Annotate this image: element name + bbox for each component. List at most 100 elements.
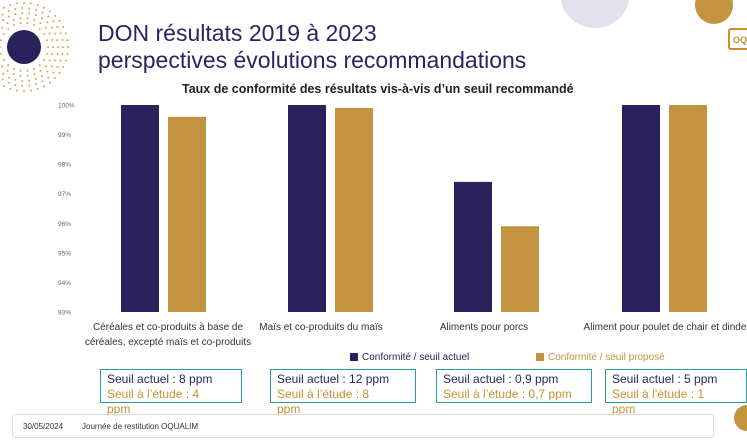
decorative-dot (26, 74, 29, 77)
decorative-dot (28, 12, 31, 15)
decorative-dot (29, 2, 32, 5)
decorative-dot (59, 32, 62, 35)
decorative-dot (46, 70, 49, 73)
slide-footer: 30/05/2024 Journée de restitution OQUALI… (12, 414, 714, 438)
decorative-dot (13, 67, 16, 70)
slide-title-line1: DON résultats 2019 à 2023 (98, 20, 377, 46)
decorative-dot (48, 81, 51, 84)
legend-label-current: Conformité / seuil actuel (362, 352, 470, 363)
decorative-dot (2, 19, 5, 22)
decorative-dot (7, 81, 10, 84)
bar-current (121, 105, 159, 312)
decorative-dot (26, 17, 29, 20)
decorative-dot (14, 78, 17, 81)
category-label-poulet: Aliment pour poulet de chair et dinde (583, 322, 747, 333)
decorative-dot (14, 13, 17, 16)
decorative-dot (52, 46, 54, 48)
decorative-dot (52, 20, 55, 23)
decorative-dot (43, 33, 46, 36)
decorative-dot (1, 65, 4, 68)
decorative-dot (33, 73, 36, 76)
decorative-dot (48, 32, 51, 35)
decorative-dot (39, 69, 42, 72)
decorative-dot (51, 52, 54, 55)
decorative-dot (46, 52, 49, 55)
decorative-dot (12, 18, 15, 21)
decorative-navy-circle (7, 30, 41, 64)
decorative-dot (21, 7, 24, 10)
decorative-dot (21, 79, 24, 82)
decorative-gold-circle-bottom (734, 405, 747, 431)
decorative-dot (19, 69, 22, 72)
decorative-dot (56, 39, 59, 42)
decorative-dot (23, 2, 25, 4)
y-tick-label: 98% (58, 162, 71, 169)
decorative-dot (28, 84, 31, 87)
decorative-dot (48, 59, 51, 62)
decorative-dot (50, 26, 53, 29)
decorative-dot (62, 46, 64, 48)
slide-title: DON résultats 2019 à 2023 perspectives é… (98, 20, 526, 74)
decorative-dot (48, 10, 51, 13)
decorative-dot (16, 2, 19, 5)
decorative-dot (56, 25, 59, 28)
decorative-dot (62, 65, 65, 68)
decorative-dot (54, 77, 57, 80)
category-label-cereales: Céréales et co-produits à base de céréal… (84, 322, 252, 348)
threshold-study: Seuil à l’étude : 1 ppm (612, 387, 705, 416)
decorative-dot (28, 79, 31, 82)
decorative-dot (9, 4, 12, 7)
y-tick-label: 97% (58, 191, 71, 198)
decorative-dot (19, 17, 22, 20)
legend-item-current: Conformité / seuil actuel (350, 352, 469, 363)
legend-label-proposed: Conformité / seuil proposé (548, 352, 665, 363)
decorative-dot (23, 90, 25, 92)
threshold-current: Seuil actuel : 5 ppm (612, 372, 718, 386)
threshold-current: Seuil actuel : 0,9 ppm (443, 372, 559, 386)
decorative-dot (64, 59, 67, 62)
decorative-dot (66, 39, 69, 42)
decorative-dot (34, 77, 37, 80)
decorative-dot (40, 74, 43, 77)
y-tick-label: 93% (58, 310, 71, 317)
decorative-dot (7, 10, 10, 13)
decorative-dot (52, 71, 55, 74)
legend-swatch-navy (350, 353, 358, 362)
decorative-dot (6, 69, 9, 72)
decorative-dot (35, 83, 38, 86)
decorative-dot (47, 15, 50, 18)
decorative-dot (1, 13, 4, 16)
decorative-dot (56, 52, 59, 55)
bar-current (454, 181, 492, 312)
threshold-box-cereales: Seuil actuel : 8 ppm Seuil à l’étude : 4… (100, 369, 242, 416)
chart-title: Taux de conformité des résultats vis-à-v… (182, 82, 574, 96)
decorative-dot (6, 22, 9, 25)
decorative-dot (16, 89, 19, 92)
bar-current (622, 105, 660, 312)
decorative-dot (46, 21, 49, 24)
category-label-mais: Maïs et co-produits du maïs (259, 322, 383, 333)
legend-item-proposed: Conformité / seuil proposé (536, 352, 665, 363)
decorative-dot (32, 67, 35, 70)
threshold-current: Seuil actuel : 12 ppm (277, 372, 390, 386)
decorative-dot (61, 39, 64, 42)
decorative-dot (36, 87, 39, 90)
decorative-dot (34, 14, 37, 17)
bar-proposed (168, 116, 206, 312)
footer-date: 30/05/2024 (23, 422, 64, 431)
decorative-dot (58, 71, 61, 74)
threshold-box-poulet: Seuil actuel : 5 ppm Seuil à l’étude : 1… (605, 369, 747, 416)
decorative-dot (2, 33, 5, 36)
decorative-dot (3, 85, 6, 88)
threshold-study: Seuil à l’étude : 0,7 ppm (443, 387, 572, 401)
threshold-box-porcs: Seuil actuel : 0,9 ppm Seuil à l’étude :… (436, 369, 592, 403)
decorative-dot (0, 52, 2, 55)
decorative-dot (38, 64, 41, 67)
decorative-dot (44, 26, 47, 29)
footer-event: Journée de restitution OQUALIM (82, 422, 199, 431)
y-tick-label: 95% (58, 250, 71, 257)
bar-proposed (669, 105, 707, 312)
decorative-dot (39, 22, 42, 25)
decorative-dot (44, 65, 47, 68)
